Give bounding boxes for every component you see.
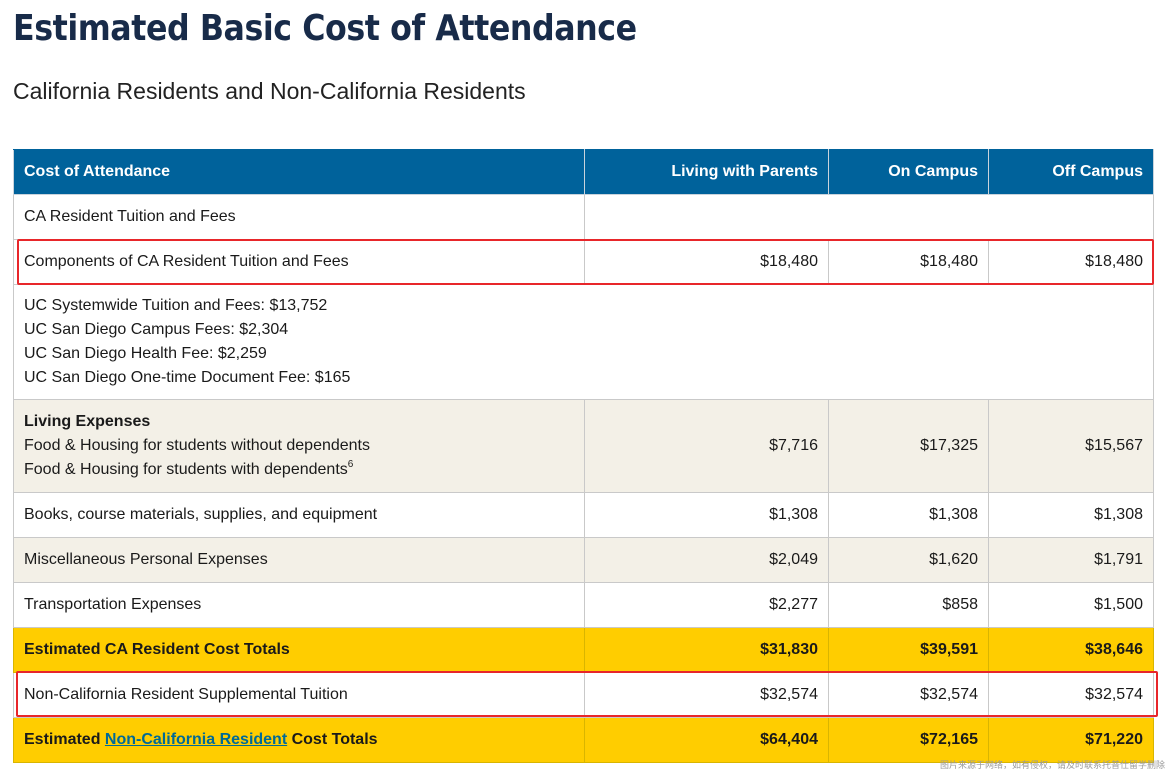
cell-living-with-parents: $64,404 [584, 717, 829, 763]
detail-line: UC San Diego Health Fee: $2,259 [24, 345, 267, 362]
detail-line: UC San Diego One-time Document Fee: $165 [24, 369, 351, 386]
footnote-marker: 6 [347, 458, 354, 470]
header-off-campus: Off Campus [988, 149, 1154, 195]
header-living-with-parents: Living with Parents [584, 149, 829, 195]
cell-off-campus: $1,500 [988, 582, 1154, 628]
cell-off-campus: $71,220 [988, 717, 1154, 763]
cell-living-with-parents: $2,049 [584, 537, 829, 583]
living-line-no-dependents: Food & Housing for students without depe… [24, 437, 370, 454]
row-living-expenses: Living Expenses Food & Housing for stude… [13, 399, 1154, 493]
cell-off-campus: $15,567 [988, 399, 1154, 493]
cell-living-with-parents: $31,830 [584, 627, 829, 673]
cell-on-campus: $1,620 [828, 537, 989, 583]
header-on-campus: On Campus [828, 149, 989, 195]
row-label: CA Resident Tuition and Fees [13, 194, 585, 240]
living-line-with-dependents-text: Food & Housing for students with depende… [24, 461, 348, 478]
nonres-totals-label-cell: Estimated Non-California Resident Cost T… [13, 717, 585, 763]
cell-off-campus: $1,791 [988, 537, 1154, 583]
table-header-row: Cost of Attendance Living with Parents O… [13, 149, 1154, 195]
row-nonres-totals: Estimated Non-California Resident Cost T… [13, 717, 1154, 763]
page-title: Estimated Basic Cost of Attendance [13, 8, 637, 49]
cell-on-campus: $1,308 [828, 492, 989, 538]
row-label: Transportation Expenses [13, 582, 585, 628]
cell-on-campus: $39,591 [828, 627, 989, 673]
cell-on-campus: $18,480 [828, 239, 989, 285]
cell-on-campus: $17,325 [828, 399, 989, 493]
row-label: Non-California Resident Supplemental Tui… [13, 672, 585, 718]
cell-living-with-parents: $1,308 [584, 492, 829, 538]
living-line-with-dependents: Food & Housing for students with depende… [24, 458, 574, 482]
cell-on-campus: $32,574 [828, 672, 989, 718]
row-label: Living Expenses [24, 413, 151, 430]
cell-living-with-parents: $7,716 [584, 399, 829, 493]
cell-on-campus: $72,165 [828, 717, 989, 763]
empty-cell [584, 194, 1154, 240]
cost-of-attendance-table: Cost of Attendance Living with Parents O… [13, 149, 1154, 763]
label-prefix: Estimated [24, 731, 105, 748]
row-component-details: UC Systemwide Tuition and Fees: $13,752 … [13, 284, 1154, 400]
detail-line: UC San Diego Campus Fees: $2,304 [24, 321, 289, 338]
non-california-resident-link[interactable]: Non-California Resident [104, 731, 288, 748]
row-components-tuition: Components of CA Resident Tuition and Fe… [13, 239, 1154, 285]
row-transportation: Transportation Expenses $2,277 $858 $1,5… [13, 582, 1154, 628]
row-label: Estimated CA Resident Cost Totals [13, 627, 585, 673]
component-details-cell: UC Systemwide Tuition and Fees: $13,752 … [13, 284, 1154, 400]
watermark: 图片来源于网络，如有侵权，请及时联系托普仕留学删除 [939, 761, 1165, 771]
row-label: Components of CA Resident Tuition and Fe… [13, 239, 585, 285]
cell-on-campus: $858 [828, 582, 989, 628]
cell-living-with-parents: $2,277 [584, 582, 829, 628]
page-subtitle: California Residents and Non-California … [13, 78, 526, 104]
detail-line: UC Systemwide Tuition and Fees: $13,752 [24, 297, 328, 314]
row-label: Miscellaneous Personal Expenses [13, 537, 585, 583]
cell-off-campus: $18,480 [988, 239, 1154, 285]
label-suffix: Cost Totals [287, 731, 378, 748]
cell-off-campus: $38,646 [988, 627, 1154, 673]
row-ca-resident-totals: Estimated CA Resident Cost Totals $31,83… [13, 627, 1154, 673]
row-ca-tuition-heading: CA Resident Tuition and Fees [13, 194, 1154, 240]
cell-off-campus: $1,308 [988, 492, 1154, 538]
row-books: Books, course materials, supplies, and e… [13, 492, 1154, 538]
row-misc-personal: Miscellaneous Personal Expenses $2,049 $… [13, 537, 1154, 583]
row-nonres-supplemental-tuition: Non-California Resident Supplemental Tui… [13, 672, 1154, 718]
row-label: Books, course materials, supplies, and e… [13, 492, 585, 538]
cell-living-with-parents: $18,480 [584, 239, 829, 285]
cell-living-with-parents: $32,574 [584, 672, 829, 718]
cell-off-campus: $32,574 [988, 672, 1154, 718]
living-expenses-label-cell: Living Expenses Food & Housing for stude… [13, 399, 585, 493]
header-cost-of-attendance: Cost of Attendance [13, 149, 585, 195]
